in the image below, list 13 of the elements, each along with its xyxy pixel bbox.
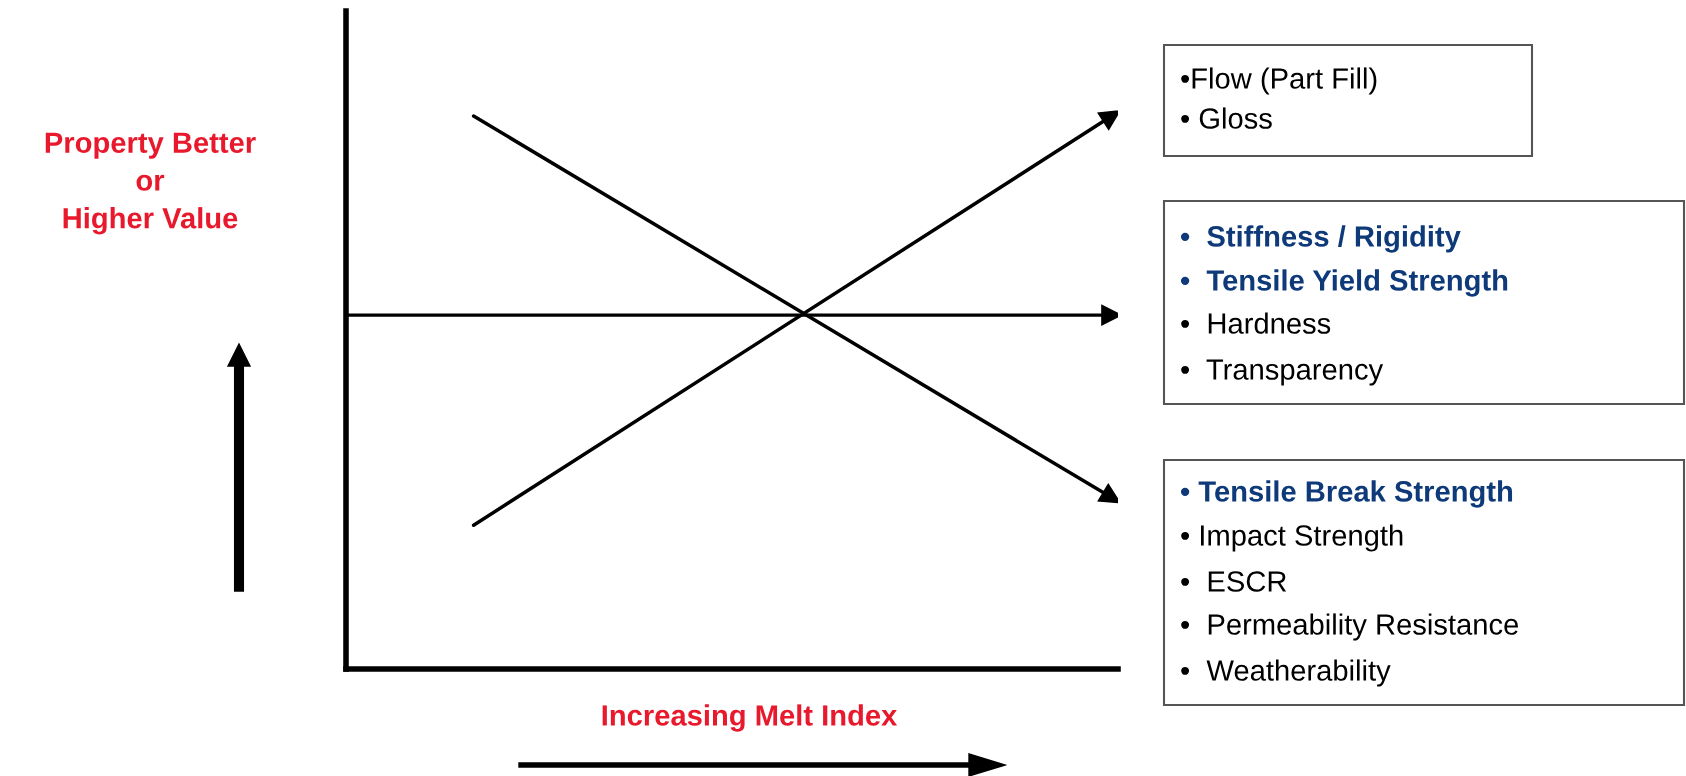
text: • Impact Strength [1181,524,1403,552]
text: • Weatherability [1181,659,1391,687]
text: • Permeability Resistance [1181,613,1518,641]
text: • Gloss [1181,107,1272,129]
text: •Flow (Part Fill) [1181,67,1377,95]
x-axis-title: Increasing Melt Index [602,704,898,732]
text: • Transparency [1181,359,1384,386]
text: • Tensile Break Strength [1180,480,1513,508]
text: • ESCR [1181,571,1287,592]
y-axis-title: Property Better or Higher Value [45,132,256,235]
text: • Hardness [1181,312,1331,334]
text: • Tensile Yield Strength [1180,269,1508,297]
text: • Stiffness / Rigidity [1180,225,1461,253]
